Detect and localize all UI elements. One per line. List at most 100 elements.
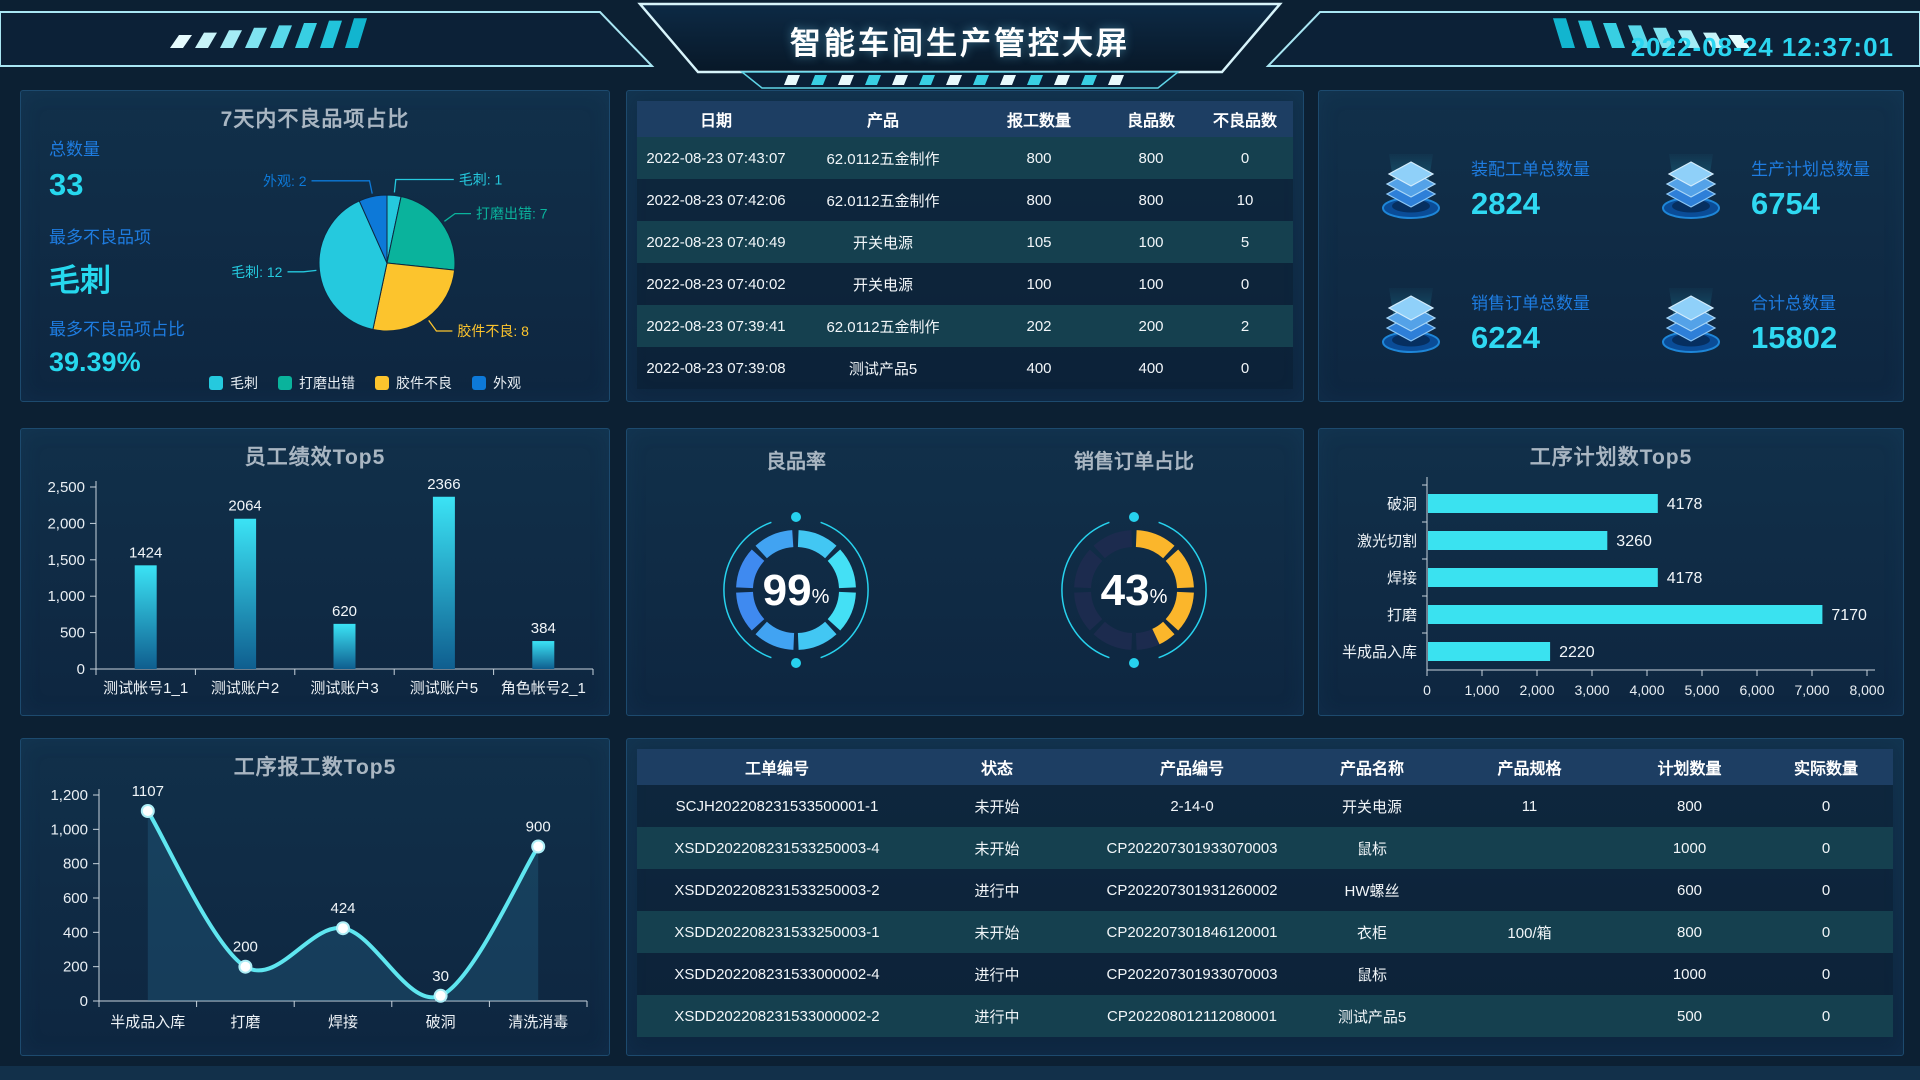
x-tick-label: 6,000 — [1739, 682, 1774, 698]
stacked-layers-icon — [1662, 154, 1720, 219]
header-deco-bar — [220, 30, 242, 48]
gauge-deco-dot — [791, 658, 801, 668]
column-header: 实际数量 — [1757, 749, 1893, 785]
table-cell: 2022-08-23 07:40:02 — [646, 275, 786, 293]
table-cell: CP202207301933070003 — [1106, 839, 1278, 857]
legend-label: 外观 — [493, 375, 521, 391]
bar — [532, 641, 555, 669]
data-point — [140, 804, 155, 818]
y-tick-label: 500 — [60, 625, 85, 642]
table-cell: 未开始 — [974, 840, 1020, 858]
header-deco-dash — [1081, 75, 1097, 85]
point-value: 1107 — [132, 783, 164, 800]
stat-card-label: 销售订单总数量 — [1471, 293, 1590, 313]
header-deco-bar — [270, 25, 292, 48]
column-header: 不良品数 — [1195, 101, 1293, 137]
table-row: 2022-08-23 07:42:06 62.0112五金制作 800 800 10 — [637, 179, 1293, 221]
table-cell: 11 — [1521, 797, 1538, 815]
process-report-line-chart: 0 200 400 600 800 1,000 1,200 1107 半成品入库 200 打磨 424… — [50, 783, 588, 1031]
stacked-layers-icon — [1382, 288, 1440, 353]
stat-card-value: 6754 — [1751, 185, 1820, 221]
stacked-layers-icon — [1382, 154, 1440, 219]
table-cell: 0 — [1821, 965, 1831, 983]
y-tick-label: 1,000 — [50, 821, 88, 838]
yield-rate-gauge-chart: 99% — [723, 512, 869, 668]
table-cell: 鼠标 — [1356, 966, 1387, 984]
header-deco-dash — [811, 75, 827, 85]
table-cell: 400 — [1138, 359, 1164, 377]
gauge-deco-dot — [1129, 658, 1139, 668]
header-deco-bar — [320, 20, 342, 48]
table-cell — [1437, 869, 1622, 911]
gauge-segment-fill — [1165, 591, 1194, 631]
table-cell: 0 — [1240, 149, 1250, 167]
panel-process-plan: 工序计划数Top5 0 1,000 2,000 3,000 4,000 5,000 6,00… — [1318, 428, 1904, 716]
legend-item: 胶件不良 — [375, 373, 452, 393]
stat-label: 最多不良品项 — [49, 228, 151, 247]
table-header-row: 工单编号 状态 产品编号 产品名称 产品规格 计划数量 实际数量 — [637, 749, 1893, 785]
stat-card-text: 合计总数量 15802 — [1751, 289, 1837, 356]
table-cell: CP202207301846120001 — [1106, 923, 1278, 941]
column-header: 产品 — [795, 101, 971, 137]
bar-value: 7170 — [1831, 607, 1867, 624]
y-category-label: 打磨 — [1387, 607, 1417, 624]
header-title-plate — [637, 2, 1283, 74]
defect-pie-chart: 毛刺: 1 打磨出错: 7 胶件不良: 8 毛刺: 12 外观: 2 — [231, 171, 548, 338]
table-cell: 0 — [1821, 1007, 1831, 1025]
table-cell: 0 — [1240, 275, 1250, 293]
point-value: 424 — [330, 900, 355, 917]
table-row: 2022-08-23 07:40:02 开关电源 100 100 0 — [637, 263, 1293, 305]
bar-value: 384 — [531, 620, 556, 637]
data-point — [336, 921, 350, 936]
process-plan-hbar-chart: 0 1,000 2,000 3,000 4,000 5,000 6,000 7,000 8,00… — [1342, 477, 1885, 698]
icon-layer-top — [1667, 161, 1715, 187]
header-deco-bar — [1728, 35, 1750, 48]
clock: 2022-08-24 12:37:01 — [1630, 32, 1894, 62]
table-wrapper: 工单编号 状态 产品编号 产品名称 产品规格 计划数量 实际数量 SCJH202208231… — [637, 749, 1893, 1045]
table-cell: 0 — [1821, 797, 1831, 815]
table-cell: 2 — [1240, 317, 1250, 335]
table-row: 2022-08-23 07:43:07 62.0112五金制作 800 800 0 — [637, 137, 1293, 179]
bar — [1428, 642, 1551, 661]
pie-label-line — [311, 180, 373, 194]
performance-bar-chart: 0 500 1,000 1,500 2,000 2,500 1424 测试帐号1_1 2064 测… — [47, 476, 594, 697]
table-cell: 进行中 — [974, 882, 1020, 900]
y-tick-label: 1,500 — [47, 552, 85, 569]
panel-employee-performance: 员工绩效Top5 0 500 1,000 1,500 2,000 2,500 1424 测试帐… — [20, 428, 610, 716]
y-tick-label: 800 — [63, 856, 88, 873]
table-cell: 2022-08-23 07:39:41 — [646, 317, 786, 335]
bar — [1428, 568, 1658, 587]
panel-defect-summary: 7天内不良品项占比 总数量 33 最多不良品项 毛刺 最多不良品项占比 39.3… — [20, 90, 610, 402]
gauge-sales-order-ratio: 销售订单占比 43% — [965, 429, 1303, 715]
y-category-label: 焊接 — [1387, 570, 1417, 587]
header-decoration — [0, 2, 1920, 89]
table-cell: 衣柜 — [1356, 924, 1387, 942]
gauge-segment-fill — [736, 549, 765, 589]
stat-top-defect: 最多不良品项 毛刺 — [49, 223, 151, 300]
gauge-segment-rest — [1074, 549, 1103, 589]
x-tick-label: 2,000 — [1519, 682, 1554, 698]
order-stat-cards: 装配工单总数量 2824 生产计划总数量 6754 销售订单总数量 6224 合计总数量 15… — [1333, 121, 1893, 389]
bar — [333, 623, 356, 669]
work-orders-table: 工单编号 状态 产品编号 产品名称 产品规格 计划数量 实际数量 SCJH202208231… — [637, 749, 1893, 1037]
x-category-label: 角色帐号2_1 — [501, 680, 586, 697]
table-cell: 开关电源 — [852, 234, 913, 252]
table-cell: SCJH202208231533500001-1 — [675, 797, 879, 815]
bar-value: 4178 — [1667, 496, 1703, 513]
y-tick-label: 2,500 — [47, 479, 85, 496]
table-cell: 0 — [1821, 881, 1831, 899]
header-deco-dash — [1000, 75, 1016, 85]
gauge-segment-fill — [736, 591, 765, 631]
column-header: 工单编号 — [637, 749, 917, 785]
sales-ratio-gauge-chart: 43% — [1061, 512, 1207, 668]
table-cell: XSDD202208231533000002-2 — [674, 1007, 880, 1025]
column-header: 产品名称 — [1307, 749, 1437, 785]
table-cell: 800 — [1138, 191, 1164, 209]
table-cell: 0 — [1240, 359, 1250, 377]
table-cell: 202 — [1026, 317, 1052, 335]
bar — [1428, 494, 1658, 513]
data-point — [531, 839, 546, 854]
header-deco-bar — [1678, 30, 1700, 48]
legend-item: 毛刺 — [209, 373, 258, 393]
